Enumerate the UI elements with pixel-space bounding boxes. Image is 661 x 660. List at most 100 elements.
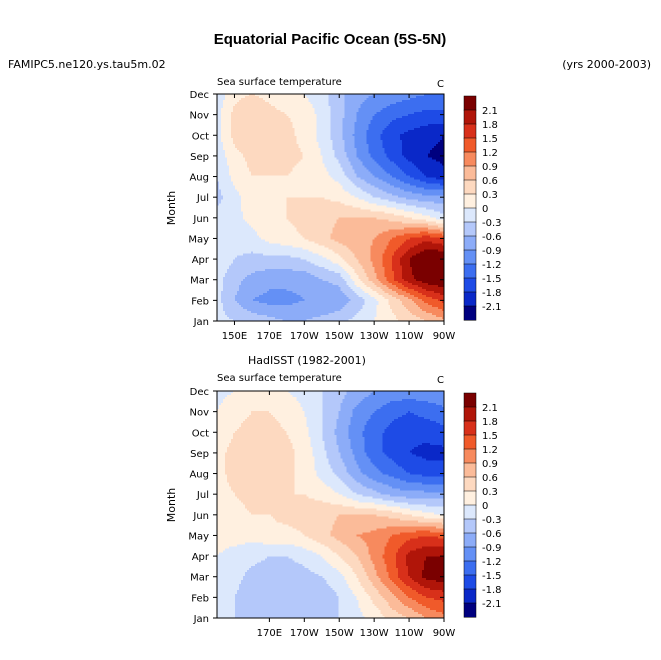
colorbar-swatch [463, 193, 477, 209]
colorbar-swatch [463, 560, 477, 576]
colorbar-swatch [463, 221, 477, 237]
y-tick-label: Mar [190, 573, 210, 584]
y-tick-label: Mar [190, 276, 210, 287]
plot-frame [216, 390, 445, 619]
colorbar-label: 1.5 [482, 431, 498, 442]
y-tick-label: Aug [189, 470, 209, 481]
colorbar-swatch [463, 165, 477, 181]
colorbar-swatch [463, 137, 477, 153]
colorbar-swatch [463, 151, 477, 167]
colorbar-swatch [463, 476, 477, 492]
y-tick-label: Dec [190, 90, 209, 101]
colorbar-swatch [463, 462, 477, 478]
y-tick-label: Nov [189, 408, 209, 419]
y-tick-label: Apr [192, 255, 210, 266]
sst-field [217, 391, 445, 619]
colorbar-swatch [463, 392, 477, 408]
x-tick-label: 170W [290, 628, 319, 639]
colorbar-label: 1.2 [482, 148, 498, 159]
y-tick-label: Jan [193, 614, 209, 625]
plot-frame [216, 93, 445, 322]
colorbar-label: -1.5 [482, 571, 502, 582]
hadisst-panel: HadISST (1982-2001) Sea surface temperat… [165, 354, 502, 639]
colorbar-label: -0.3 [482, 515, 502, 526]
y-tick-label: Sep [190, 449, 209, 460]
x-tick-label: 90W [433, 628, 456, 639]
x-tick-label: 110W [395, 628, 424, 639]
colorbar: 2.1 1.8 1.5 1.2 0.9 0.6 0.3 0 -0.3 -0.6 -0.9 -1.2 -1… [463, 95, 502, 321]
figure-title: Equatorial Pacific Ocean (5S-5N) [214, 31, 447, 48]
colorbar-label: 2.1 [482, 106, 498, 117]
contour-plot: Jan Feb Mar Apr May Jun Jul Aug Sep Oct Nov Dec 170E… [188, 387, 455, 639]
colorbar-label: -0.3 [482, 218, 502, 229]
y-tick-label: Jul [196, 490, 209, 501]
colorbar-swatch [463, 602, 477, 618]
colorbar-swatch [463, 277, 477, 293]
contour-plot: Jan Feb Mar Apr May Jun Jul Aug Sep Oct Nov Dec 150E… [188, 90, 455, 342]
colorbar-swatch [463, 588, 477, 604]
model-sst-panel: Sea surface temperature C Jan Feb Mar Apr Ma… [165, 77, 502, 342]
colorbar-swatch [463, 532, 477, 548]
colorbar-label: 1.8 [482, 120, 498, 131]
colorbar-label: -1.2 [482, 260, 502, 271]
colorbar-swatch [463, 490, 477, 506]
y-tick-label: Jul [196, 193, 209, 204]
colorbar-swatch [463, 518, 477, 534]
colorbar-swatch [463, 406, 477, 422]
x-tick-label: 130W [360, 628, 389, 639]
colorbar-label: 1.8 [482, 417, 498, 428]
colorbar-swatch [463, 434, 477, 450]
colorbar-swatch [463, 95, 477, 111]
y-tick-label: Feb [191, 296, 209, 307]
x-tick-label: 150E [222, 331, 247, 342]
colorbar-label: 0.3 [482, 487, 498, 498]
colorbar-label: 0.3 [482, 190, 498, 201]
y-tick-label: Oct [192, 131, 209, 142]
colorbar-label: -0.9 [482, 246, 502, 257]
x-tick-label: 110W [395, 331, 424, 342]
x-tick-label: 150W [325, 628, 354, 639]
y-axis-label: Month [165, 191, 178, 226]
colorbar-swatch [463, 263, 477, 279]
y-tick-label: Jan [193, 317, 209, 328]
colorbar-label: -2.1 [482, 599, 502, 610]
colorbar: 2.1 1.8 1.5 1.2 0.9 0.6 0.3 0 -0.3 -0.6 -0.9 -1.2 -1… [463, 392, 502, 618]
years-label: (yrs 2000-2003) [562, 58, 651, 71]
units-label: C [437, 79, 444, 90]
colorbar-swatch [463, 574, 477, 590]
colorbar-label: 0 [482, 501, 488, 512]
sst-field [217, 94, 445, 322]
colorbar-label: -0.6 [482, 529, 502, 540]
colorbar-label: 1.2 [482, 445, 498, 456]
y-tick-label: Nov [189, 111, 209, 122]
colorbar-swatch [463, 109, 477, 125]
colorbar-swatch [463, 207, 477, 223]
colorbar-swatch [463, 305, 477, 321]
panel-subtitle: Sea surface temperature [217, 373, 342, 384]
colorbar-swatch [463, 291, 477, 307]
colorbar-swatch [463, 235, 477, 251]
colorbar-swatch [463, 448, 477, 464]
x-tick-label: 170W [290, 331, 319, 342]
y-tick-label: Jun [192, 511, 209, 522]
colorbar-label: 1.5 [482, 134, 498, 145]
y-tick-label: Dec [190, 387, 209, 398]
colorbar-label: 0 [482, 204, 488, 215]
x-tick-label: 130W [360, 331, 389, 342]
y-axis-label: Month [165, 488, 178, 523]
x-tick-label: 170E [257, 628, 282, 639]
colorbar-label: -0.9 [482, 543, 502, 554]
y-tick-label: Apr [192, 552, 210, 563]
y-tick-label: May [188, 234, 209, 245]
colorbar-swatch [463, 123, 477, 139]
colorbar-label: -1.8 [482, 288, 502, 299]
panel-title: HadISST (1982-2001) [248, 354, 366, 367]
x-tick-label: 150W [325, 331, 354, 342]
y-tick-label: Sep [190, 152, 209, 163]
colorbar-label: -1.2 [482, 557, 502, 568]
colorbar-label: 0.9 [482, 459, 498, 470]
colorbar-swatch [463, 504, 477, 520]
y-tick-label: May [188, 531, 209, 542]
y-tick-label: Aug [189, 173, 209, 184]
